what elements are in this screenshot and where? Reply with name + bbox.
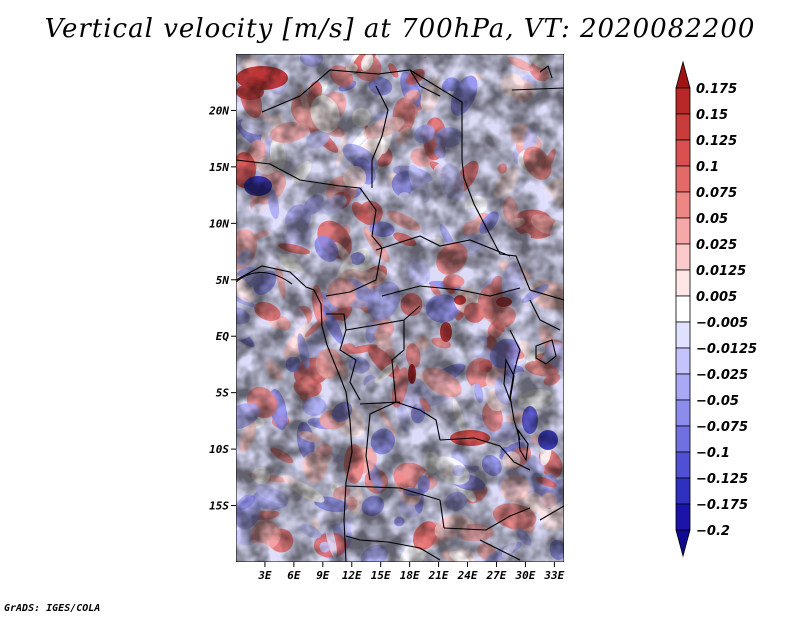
colorbar: 0.175 0.15 0.125 0.1 0.075 0.05 0.025 0.0125 0.0… xyxy=(675,60,757,558)
colorbar-swatch xyxy=(675,425,691,453)
lon-tick-label: 15E xyxy=(371,569,391,582)
lon-tick-label: 12E xyxy=(342,569,362,582)
longitude-axis: 3E 6E 9E 12E 15E 18E 21E 24E 27E 30E 33E xyxy=(257,562,565,582)
colorbar-label: −0.075 xyxy=(696,420,748,435)
grads-credit: GrADS: IGES/COLA xyxy=(4,603,101,614)
colorbar-swatch xyxy=(675,503,691,531)
colorbar-label: 0.1 xyxy=(696,160,719,175)
colorbar-label: −0.005 xyxy=(696,316,748,331)
lat-tick-label: 15S xyxy=(209,500,229,513)
colorbar-swatch xyxy=(675,347,691,375)
chart-title: Vertical velocity [m/s] at 700hPa, VT: 2… xyxy=(44,14,756,44)
colorbar-swatch xyxy=(675,477,691,505)
colorbar-label: −0.0125 xyxy=(696,342,757,357)
colorbar-swatch xyxy=(675,243,691,271)
lon-tick-label: 24E xyxy=(457,569,478,582)
latitude-axis: 20N 15N 10N 5N EQ 5S 10S 15S xyxy=(208,104,236,513)
lon-tick-label: 27E xyxy=(486,569,507,582)
colorbar-label: −0.025 xyxy=(696,368,748,383)
lon-tick-label: 21E xyxy=(428,569,449,582)
lat-tick-label: 20N xyxy=(208,104,229,117)
colorbar-swatch xyxy=(675,399,691,427)
colorbar-swatch xyxy=(675,529,691,558)
colorbar-swatch xyxy=(675,191,691,219)
colorbar-label: 0.125 xyxy=(696,134,737,149)
lon-tick-label: 30E xyxy=(514,569,535,582)
colorbar-label: 0.0125 xyxy=(696,264,746,279)
colorbar-swatch xyxy=(675,87,691,115)
colorbar-swatch xyxy=(675,60,691,89)
colorbar-label: −0.125 xyxy=(696,472,748,487)
lat-tick-label: 5S xyxy=(216,387,230,400)
lat-tick-label: 5N xyxy=(216,274,230,287)
lon-tick-label: 33E xyxy=(543,569,564,582)
lat-tick-label: 10S xyxy=(209,443,229,456)
colorbar-swatch xyxy=(675,321,691,349)
lon-tick-label: 9E xyxy=(316,569,330,582)
colorbar-label: 0.025 xyxy=(696,238,737,253)
colorbar-label: 0.05 xyxy=(696,212,728,227)
colorbar-label: −0.1 xyxy=(696,446,730,461)
colorbar-swatch xyxy=(675,451,691,479)
lon-tick-label: 6E xyxy=(287,569,301,582)
colorbar-label: −0.2 xyxy=(696,524,730,539)
colorbar-label: −0.05 xyxy=(696,394,739,409)
colorbar-label: −0.175 xyxy=(696,498,748,513)
colorbar-swatch xyxy=(675,217,691,245)
country-borders xyxy=(236,65,564,562)
colorbar-swatch xyxy=(675,295,691,323)
lat-tick-label: 15N xyxy=(209,161,229,174)
colorbar-label: 0.15 xyxy=(696,108,728,123)
colorbar-swatch xyxy=(675,139,691,167)
colorbar-swatch xyxy=(675,165,691,193)
colorbar-swatch xyxy=(675,269,691,297)
colorbar-label: 0.075 xyxy=(696,186,737,201)
colorbar-swatch xyxy=(675,373,691,401)
lon-tick-label: 3E xyxy=(257,569,272,582)
colorbar-label: 0.005 xyxy=(696,290,737,305)
lat-tick-label: 10N xyxy=(209,217,229,230)
colorbar-swatch xyxy=(675,113,691,141)
vertical-velocity-field xyxy=(236,54,564,562)
colorbar-label: 0.175 xyxy=(696,82,737,97)
lon-tick-label: 18E xyxy=(400,569,420,582)
lat-tick-label: EQ xyxy=(216,330,230,343)
